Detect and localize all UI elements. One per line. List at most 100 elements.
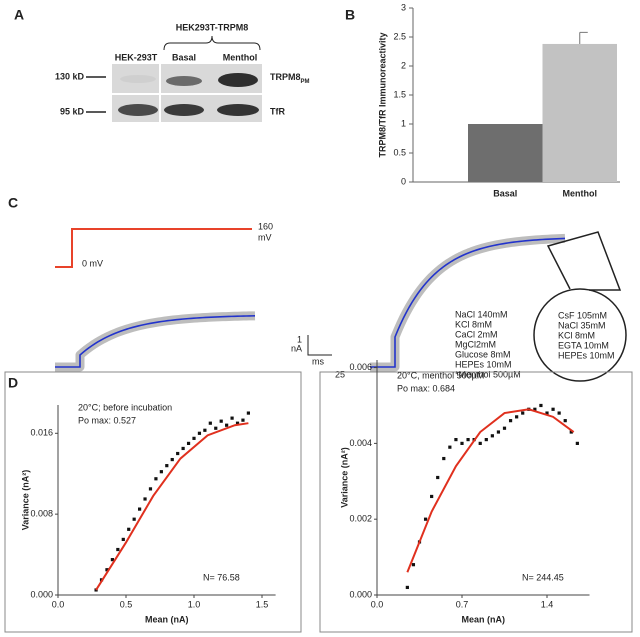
point (241, 418, 245, 422)
point (563, 419, 567, 423)
x-axis-label: Mean (nA) (145, 614, 189, 624)
point (569, 430, 573, 434)
x-tick-label: Menthol (563, 188, 598, 198)
lane-label: HEK-293T (115, 52, 158, 62)
x-axis-label: Mean (nA) (462, 614, 506, 624)
panel-label: A (14, 7, 24, 23)
point (246, 411, 250, 415)
point (143, 497, 147, 501)
band-name: TRPM8 (270, 72, 301, 82)
y-axis-label: Variance (nA²) (20, 470, 30, 531)
point (442, 456, 446, 461)
solution-item: HEPEs 10mM (558, 350, 615, 360)
point (110, 558, 114, 562)
band (120, 75, 156, 83)
y-axis-label: TRPM8/TfR Immunoreactivity (377, 32, 387, 157)
solution-item: *Menthol 500µM (455, 369, 521, 379)
point (225, 423, 229, 427)
x-tick-label: Basal (493, 188, 517, 198)
solution-item: CsF 105mM (558, 310, 607, 320)
y-tick-label: 0.5 (393, 147, 406, 157)
step-label: 0 mV (82, 258, 103, 268)
y-tick-label: 0.006 (349, 362, 372, 372)
band (218, 73, 258, 87)
marker-label: 95 kD (60, 106, 85, 116)
y-tick-label: 0.008 (30, 509, 53, 519)
annotation: 20°C, menthol 500µM (397, 370, 484, 380)
band-label: TRPM8PM (270, 72, 310, 84)
band (166, 76, 202, 86)
point (203, 428, 207, 432)
annotation: Po max: 0.684 (397, 383, 455, 393)
bar (468, 124, 543, 182)
panel-label: D (8, 375, 18, 391)
fit-line (406, 408, 575, 573)
solution-item: CaCl 2mM (455, 329, 498, 339)
pipette-outline (546, 231, 622, 291)
y-axis-label: Variance (nA²) (339, 447, 349, 508)
point (165, 464, 169, 468)
y-tick-label: 0.002 (349, 514, 372, 524)
voltage-step (55, 228, 252, 268)
lane-label: Menthol (223, 52, 258, 62)
point (430, 494, 434, 499)
point (515, 415, 519, 419)
y-tick-label: 1 (401, 118, 406, 128)
x-tick-label: 0.0 (52, 599, 65, 609)
point (127, 527, 131, 531)
solution-item: NaCl 140mM (455, 309, 508, 319)
point (460, 441, 464, 445)
x-tick-label: 0.7 (456, 599, 469, 609)
step-label: 160 (258, 221, 273, 231)
point (121, 537, 125, 542)
trace (370, 237, 566, 368)
point (116, 547, 120, 552)
point (192, 436, 196, 440)
x-tick-label: 0.0 (371, 599, 384, 609)
point (454, 437, 458, 442)
annotation: N= 76.58 (203, 572, 240, 582)
point (235, 421, 240, 425)
point (159, 470, 163, 474)
solution-item: EGTA 10mM (558, 340, 609, 350)
scale-label: 25 (335, 369, 345, 379)
y-tick-label: 2 (401, 60, 406, 70)
solution-item: KCl 8mM (455, 319, 492, 329)
y-tick-label: 0.000 (349, 589, 372, 599)
solution-item: NaCl 35mM (558, 320, 606, 330)
point (230, 416, 234, 420)
point (214, 426, 218, 430)
point (448, 445, 452, 449)
point (502, 426, 507, 430)
scale-bar (307, 335, 332, 356)
cell (533, 288, 627, 382)
point (208, 421, 212, 425)
solution-item: HEPEs 10mM (455, 359, 512, 369)
step-label: mV (258, 232, 272, 242)
point (521, 411, 525, 415)
group-label: HEK293T-TRPM8 (176, 22, 249, 32)
scale-label: 1 (297, 334, 302, 344)
point (170, 457, 174, 462)
point (551, 407, 555, 411)
point (132, 517, 136, 521)
bar (542, 43, 617, 183)
panel-frame (319, 371, 633, 633)
y-tick-label: 0.004 (349, 438, 372, 448)
trace-band (55, 311, 257, 372)
band (217, 104, 259, 116)
marker-label: 130 kD (55, 71, 85, 81)
point (176, 451, 180, 456)
lane-label: Basal (172, 52, 196, 62)
fit-line (95, 422, 249, 591)
point (545, 411, 549, 415)
point (466, 437, 470, 442)
x-tick-label: 1.4 (541, 599, 554, 609)
point (181, 446, 185, 451)
current-traces (55, 233, 567, 372)
western-blot (86, 35, 262, 122)
point (138, 507, 142, 511)
bracket (163, 35, 261, 51)
